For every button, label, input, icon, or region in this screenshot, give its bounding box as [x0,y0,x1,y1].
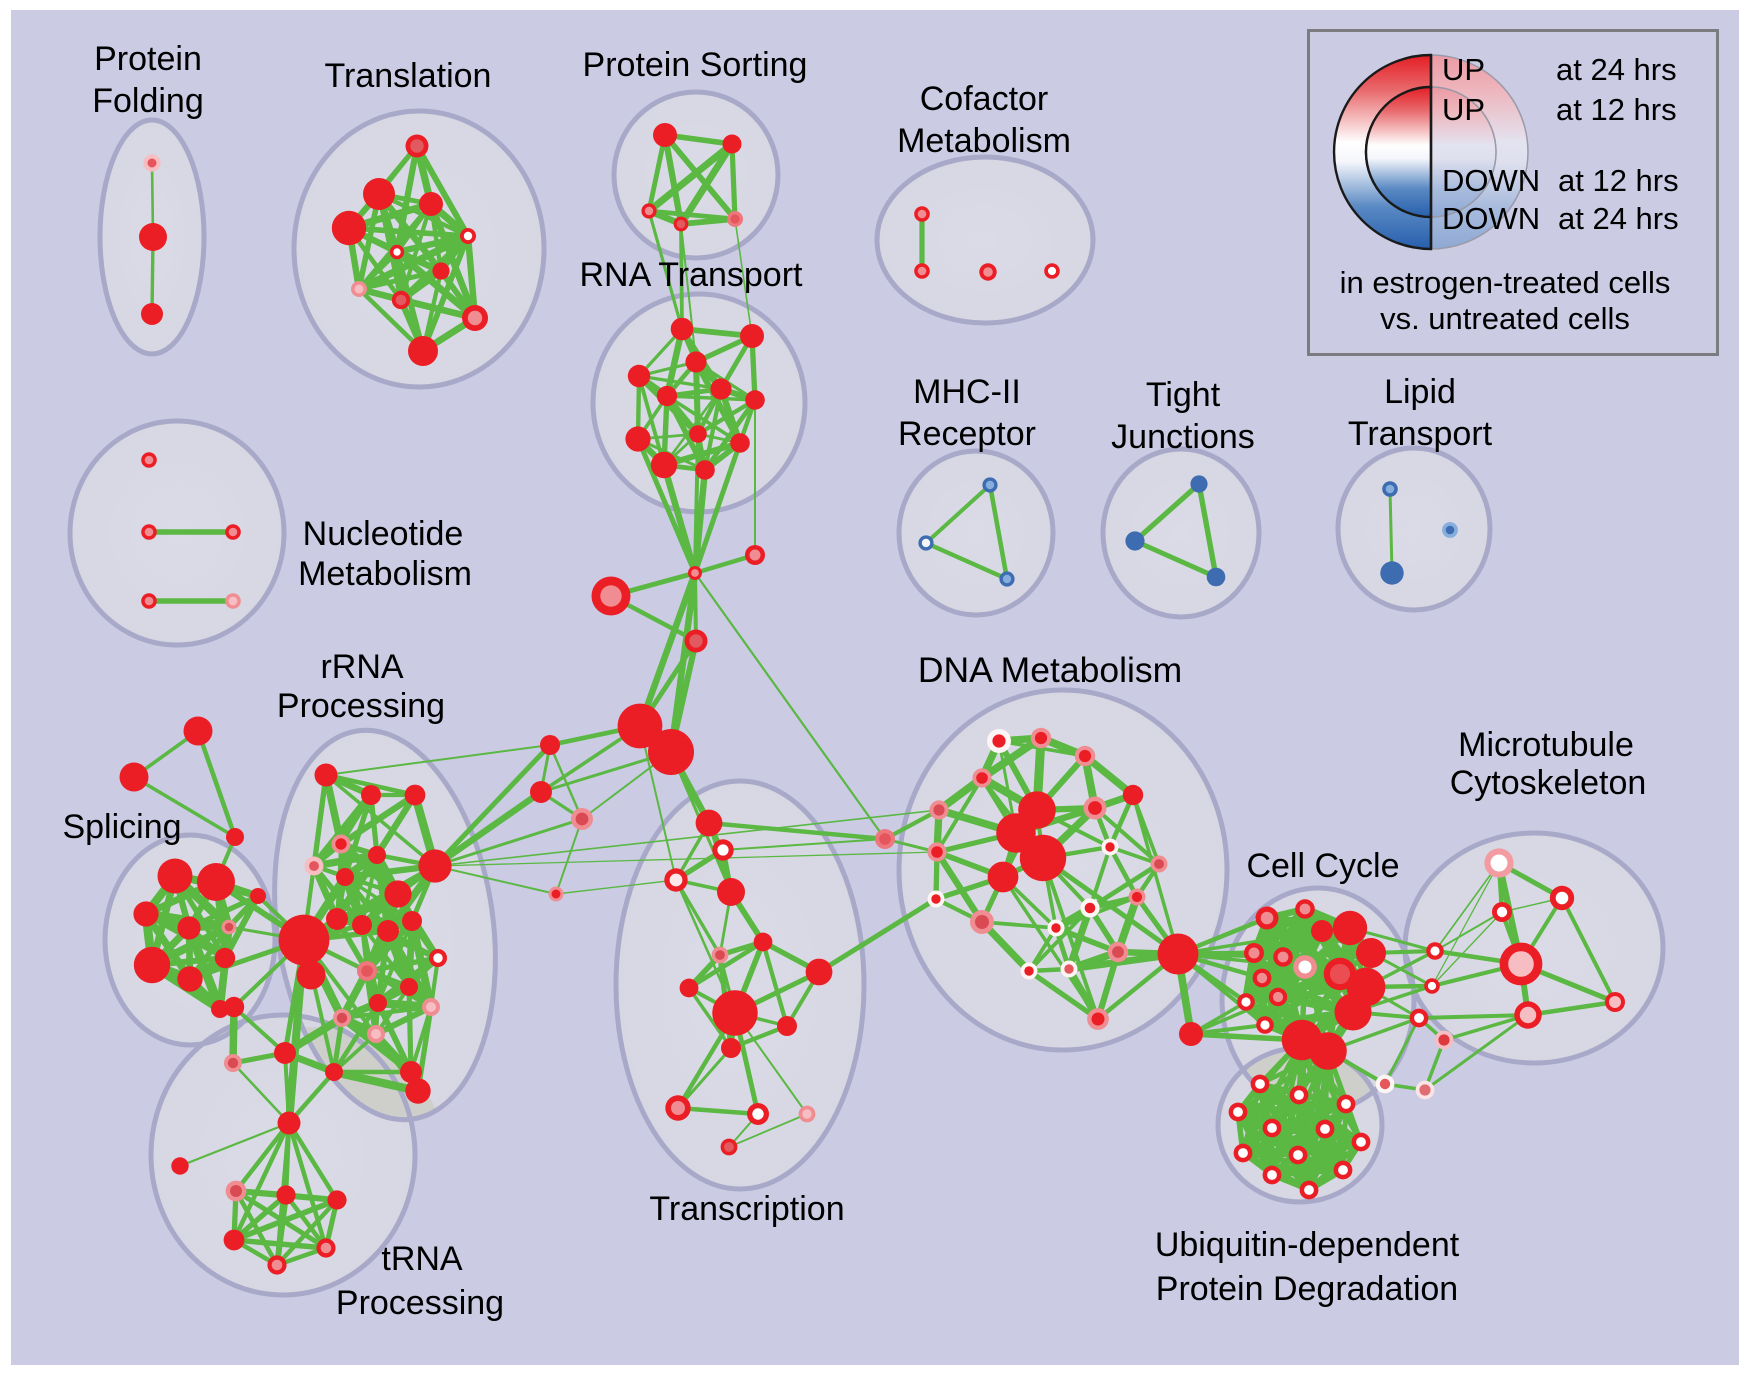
svg-text:Processing: Processing [277,687,445,725]
svg-text:Metabolism: Metabolism [298,555,472,593]
svg-text:RNA Transport: RNA Transport [580,256,804,294]
svg-text:Protein Sorting: Protein Sorting [583,46,808,84]
svg-text:UP: UP [1442,92,1485,127]
svg-text:vs. untreated cells: vs. untreated cells [1380,301,1630,336]
svg-text:Translation: Translation [325,57,492,95]
svg-text:Ubiquitin-dependent: Ubiquitin-dependent [1155,1226,1460,1264]
svg-text:Processing: Processing [336,1284,504,1322]
svg-text:Cytoskeleton: Cytoskeleton [1450,764,1647,802]
svg-text:Lipid: Lipid [1384,373,1456,411]
svg-text:at 24 hrs: at 24 hrs [1558,201,1679,236]
svg-text:MHC-II: MHC-II [913,373,1021,411]
svg-text:in estrogen-treated cells: in estrogen-treated cells [1340,265,1671,300]
svg-text:Splicing: Splicing [62,808,181,846]
svg-text:Protein: Protein [94,40,202,78]
svg-text:Folding: Folding [92,82,204,120]
svg-text:Receptor: Receptor [898,415,1036,453]
svg-text:Cofactor: Cofactor [920,80,1049,118]
svg-text:UP: UP [1442,52,1485,87]
svg-text:DNA Metabolism: DNA Metabolism [918,650,1182,690]
svg-text:Cell Cycle: Cell Cycle [1246,847,1399,885]
svg-text:Microtubule: Microtubule [1458,726,1634,764]
svg-text:Transcription: Transcription [649,1190,844,1228]
svg-text:DOWN: DOWN [1442,163,1540,198]
svg-text:Metabolism: Metabolism [897,122,1071,160]
svg-text:Nucleotide: Nucleotide [303,515,464,553]
svg-text:at 24 hrs: at 24 hrs [1556,52,1677,87]
svg-text:at 12 hrs: at 12 hrs [1558,163,1679,198]
svg-text:rRNA: rRNA [320,648,403,686]
svg-text:Junctions: Junctions [1111,418,1255,456]
svg-text:tRNA: tRNA [381,1240,463,1278]
svg-text:Tight: Tight [1146,376,1221,414]
svg-text:DOWN: DOWN [1442,201,1540,236]
svg-text:at 12 hrs: at 12 hrs [1556,92,1677,127]
svg-text:Transport: Transport [1348,415,1493,453]
svg-text:Protein Degradation: Protein Degradation [1156,1270,1458,1308]
